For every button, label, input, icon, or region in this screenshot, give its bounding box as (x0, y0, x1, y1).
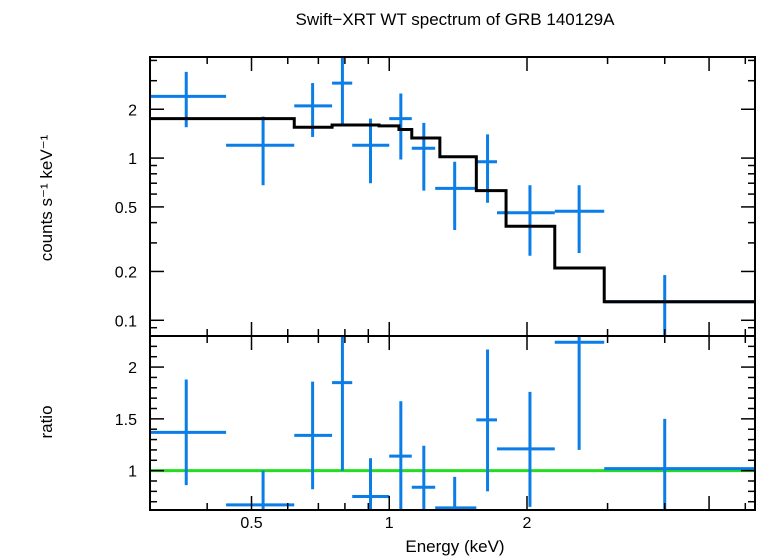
y-tick-label: 2 (128, 360, 137, 377)
y-tick-label: 1 (128, 464, 137, 481)
spectrum-panel: 0.1 0.2 0.5 1 2 (115, 56, 756, 337)
data-point (604, 275, 755, 336)
data-point (554, 336, 605, 450)
y-tick-label: 0.1 (115, 313, 137, 330)
top-y-axis-label: counts s⁻¹ keV⁻¹ (37, 134, 56, 261)
data-point (332, 57, 353, 125)
data-point (294, 381, 333, 490)
data-point (294, 83, 333, 137)
data-point (352, 118, 390, 184)
chart-title: Swift−XRT WT spectrum of GRB 140129A (296, 10, 616, 29)
data-point (411, 445, 436, 510)
data-point (435, 476, 477, 510)
y-tick-label: 2 (128, 102, 137, 119)
plot-frame (149, 335, 756, 511)
y-tick-label: 0.5 (115, 200, 137, 217)
x-axis-label: Energy (keV) (405, 537, 504, 556)
data-point (554, 185, 605, 253)
data-point (497, 391, 555, 507)
x-tick-label: 0.5 (240, 515, 262, 532)
data-point (411, 122, 436, 191)
bottom-y-axis-label: ratio (37, 405, 56, 438)
y-tick-label: 1 (128, 151, 137, 168)
data-point (150, 379, 227, 486)
y-tick-label: 1.5 (115, 412, 137, 429)
data-point (226, 116, 295, 186)
model-step-line (150, 117, 755, 304)
data-point (389, 93, 412, 160)
ratio-panel: 0.5 1 2 1 1.5 2 (115, 335, 756, 532)
data-point (226, 470, 295, 510)
data-point (435, 161, 477, 231)
x-tick-label: 1 (385, 515, 394, 532)
data-point (476, 349, 498, 492)
y-tick-label: 0.2 (115, 264, 137, 281)
data-point (332, 336, 353, 471)
x-tick-label: 2 (523, 515, 532, 532)
data-point (604, 418, 755, 510)
data-point (476, 134, 498, 203)
data-point (389, 401, 412, 510)
data-point (352, 458, 390, 510)
